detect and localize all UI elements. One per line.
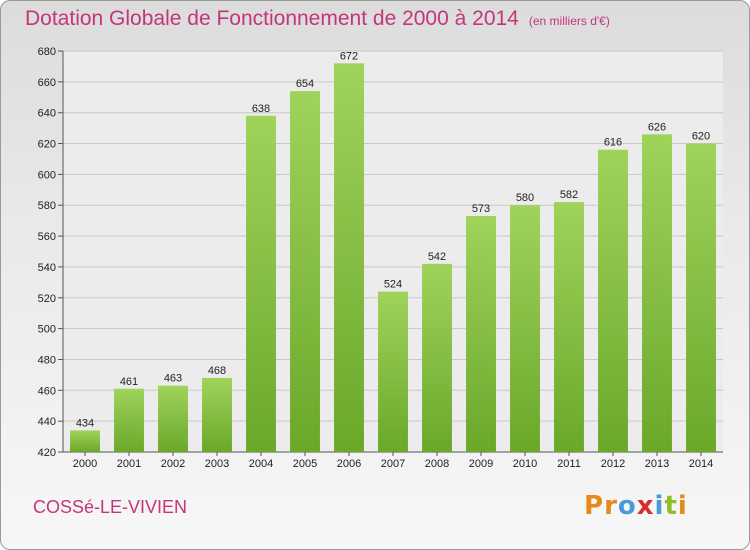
x-tick-label: 2009	[469, 458, 493, 470]
y-tick-label: 460	[38, 385, 56, 397]
bar	[378, 291, 408, 452]
y-tick-label: 580	[38, 200, 56, 212]
commune-name: COSSé-LE-VIVIEN	[33, 497, 188, 517]
y-tick-label: 440	[38, 416, 56, 428]
proxiti-logo: Proxiti	[584, 491, 688, 521]
bar	[70, 430, 100, 452]
chart-title-text: Dotation Globale de Fonctionnement de 20…	[25, 7, 519, 30]
bar-value-label: 524	[384, 279, 402, 291]
bar-value-label: 654	[296, 78, 314, 90]
bar-value-label: 573	[472, 203, 490, 215]
bar-value-label: 616	[604, 137, 622, 149]
logo-letter: P	[584, 491, 605, 521]
logo-letter: i	[677, 491, 688, 521]
bar-value-label: 468	[208, 365, 226, 377]
bar	[554, 202, 584, 452]
bar-value-label: 620	[692, 131, 710, 143]
bar	[598, 149, 628, 452]
x-tick-label: 2010	[513, 458, 537, 470]
x-tick-label: 2006	[337, 458, 361, 470]
bar-value-label: 542	[428, 251, 446, 263]
x-tick-label: 2003	[205, 458, 229, 470]
chart-title: Dotation Globale de Fonctionnement de 20…	[25, 7, 610, 31]
x-tick-label: 2002	[161, 458, 185, 470]
y-tick-label: 520	[38, 293, 56, 305]
y-tick-label: 600	[38, 169, 56, 181]
logo-letter: r	[604, 491, 618, 521]
y-tick-label: 660	[38, 77, 56, 89]
bar-value-label: 626	[648, 121, 666, 133]
chart-subtitle: (en milliers d'€)	[528, 14, 610, 28]
bar-value-label: 580	[516, 192, 534, 204]
y-tick-label: 640	[38, 108, 56, 120]
bar	[510, 205, 540, 452]
y-tick-label: 680	[38, 46, 56, 58]
bar-value-label: 582	[560, 189, 578, 201]
y-tick-label: 560	[38, 231, 56, 243]
y-tick-label: 540	[38, 262, 56, 274]
bar-value-label: 461	[120, 376, 138, 388]
bar	[158, 385, 188, 452]
logo-letter: o	[617, 491, 637, 521]
x-tick-label: 2004	[249, 458, 273, 470]
logo-letter: x	[636, 491, 655, 521]
bar-value-label: 463	[164, 373, 182, 385]
bar	[114, 388, 144, 452]
logo-letter: i	[654, 491, 665, 521]
logo-letter: t	[664, 491, 678, 521]
x-tick-label: 2005	[293, 458, 317, 470]
x-tick-label: 2007	[381, 458, 405, 470]
bar	[642, 134, 672, 453]
x-tick-label: 2011	[557, 458, 581, 470]
x-tick-label: 2012	[601, 458, 625, 470]
x-tick-label: 2008	[425, 458, 449, 470]
bar-value-label: 638	[252, 103, 270, 115]
bar	[246, 115, 276, 453]
y-tick-label: 480	[38, 354, 56, 366]
bar	[686, 143, 716, 453]
x-tick-label: 2013	[645, 458, 669, 470]
bar	[334, 63, 364, 452]
bar-value-label: 672	[340, 50, 358, 62]
y-tick-label: 420	[38, 447, 56, 459]
bar	[202, 377, 232, 452]
x-tick-label: 2001	[117, 458, 141, 470]
x-tick-label: 2014	[689, 458, 713, 470]
y-tick-label: 500	[38, 324, 56, 336]
bar	[422, 263, 452, 452]
bar-value-label: 434	[76, 417, 94, 429]
y-tick-label: 620	[38, 139, 56, 151]
bar	[290, 91, 320, 452]
x-tick-label: 2000	[73, 458, 97, 470]
bar	[466, 216, 496, 452]
